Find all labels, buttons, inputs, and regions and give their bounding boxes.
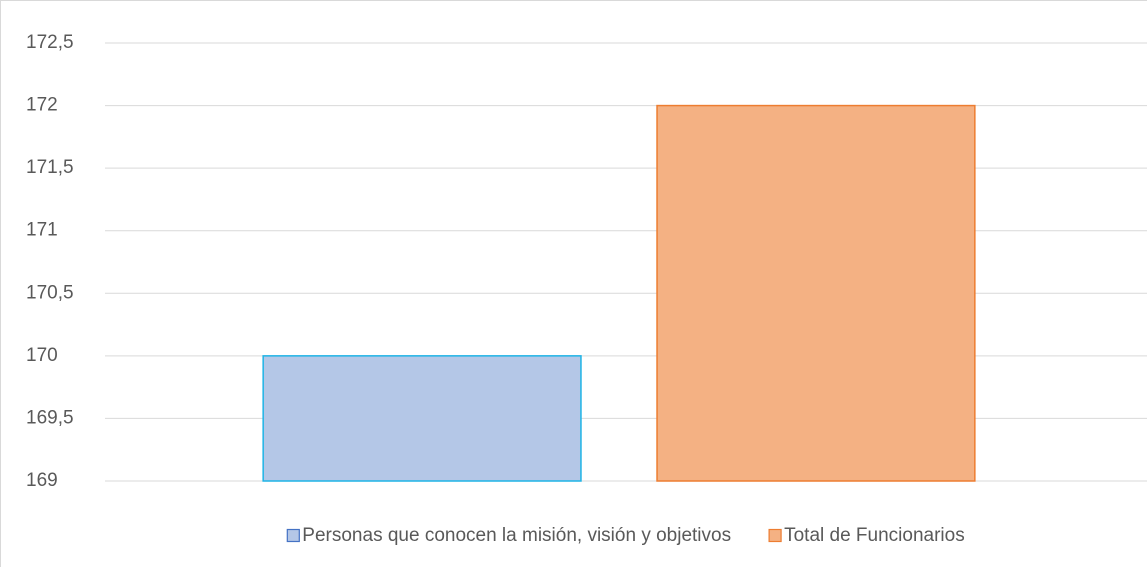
y-tick-label: 171 — [26, 220, 58, 241]
y-tick-label: 172 — [26, 95, 58, 116]
bar — [656, 104, 976, 482]
legend-label: Total de Funcionarios — [784, 525, 965, 546]
y-tick-label: 169 — [26, 470, 58, 491]
y-tick-label: 170,5 — [26, 282, 74, 303]
y-tick-label: 172,5 — [26, 32, 74, 53]
y-tick-label: 170 — [26, 345, 58, 366]
y-tick-label: 171,5 — [26, 157, 74, 178]
legend-swatch — [286, 528, 300, 543]
bar — [262, 355, 582, 482]
legend-swatch — [768, 528, 782, 543]
legend-label: Personas que conocen la misión, visión y… — [302, 525, 731, 546]
y-tick-label: 169,5 — [26, 407, 74, 428]
